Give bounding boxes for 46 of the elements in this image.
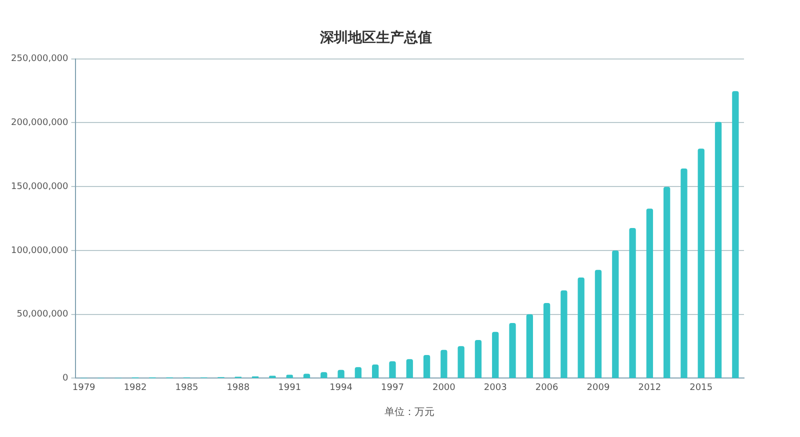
x-tick-label: 2000 [432, 382, 456, 393]
chart-title: 深圳地区生产总值 [319, 29, 432, 46]
bar [440, 350, 448, 378]
y-tick-label: 100,000,000 [10, 246, 69, 256]
bar [680, 168, 688, 378]
bar [354, 367, 362, 378]
x-tick-label: 1997 [381, 382, 404, 393]
bar [629, 228, 636, 378]
x-tick-label: 1979 [72, 382, 96, 393]
bar [372, 364, 379, 378]
x-tick-label: 1988 [226, 382, 250, 393]
bar [338, 370, 344, 378]
bar [389, 361, 396, 378]
x-tick-label: 1991 [278, 382, 302, 393]
bar [458, 346, 464, 378]
y-tick-label: 50,000,000 [16, 310, 69, 320]
x-tick-label: 2015 [690, 382, 713, 393]
bar [320, 372, 328, 378]
bar [612, 250, 619, 378]
bar [526, 314, 533, 378]
bar [492, 332, 499, 378]
x-tick-label: 2012 [638, 382, 662, 393]
y-tick-label: 150,000,000 [10, 182, 69, 192]
y-tick-label: 0 [62, 374, 69, 384]
x-tick-label: 2006 [535, 382, 559, 393]
bar [543, 303, 550, 378]
bar [732, 91, 739, 378]
y-tick-label: 250,000,000 [10, 54, 69, 64]
x-tick-label: 1982 [124, 382, 147, 393]
bar [698, 148, 704, 378]
bar [474, 340, 482, 378]
bar [714, 122, 722, 378]
x-tick-label: 2009 [586, 382, 610, 393]
bar [664, 186, 670, 378]
y-tick-label: 200,000,000 [10, 118, 69, 128]
bar [578, 277, 584, 378]
bar [406, 359, 413, 378]
text: 单位：万元 [384, 406, 435, 418]
bar [646, 208, 654, 378]
x-tick-label: 2003 [484, 382, 507, 393]
bar [509, 323, 516, 378]
bar [560, 290, 568, 378]
x-tick-label: 1985 [175, 382, 198, 393]
bar [594, 270, 602, 378]
x-tick-label: 1994 [330, 382, 353, 393]
bar [423, 355, 430, 378]
